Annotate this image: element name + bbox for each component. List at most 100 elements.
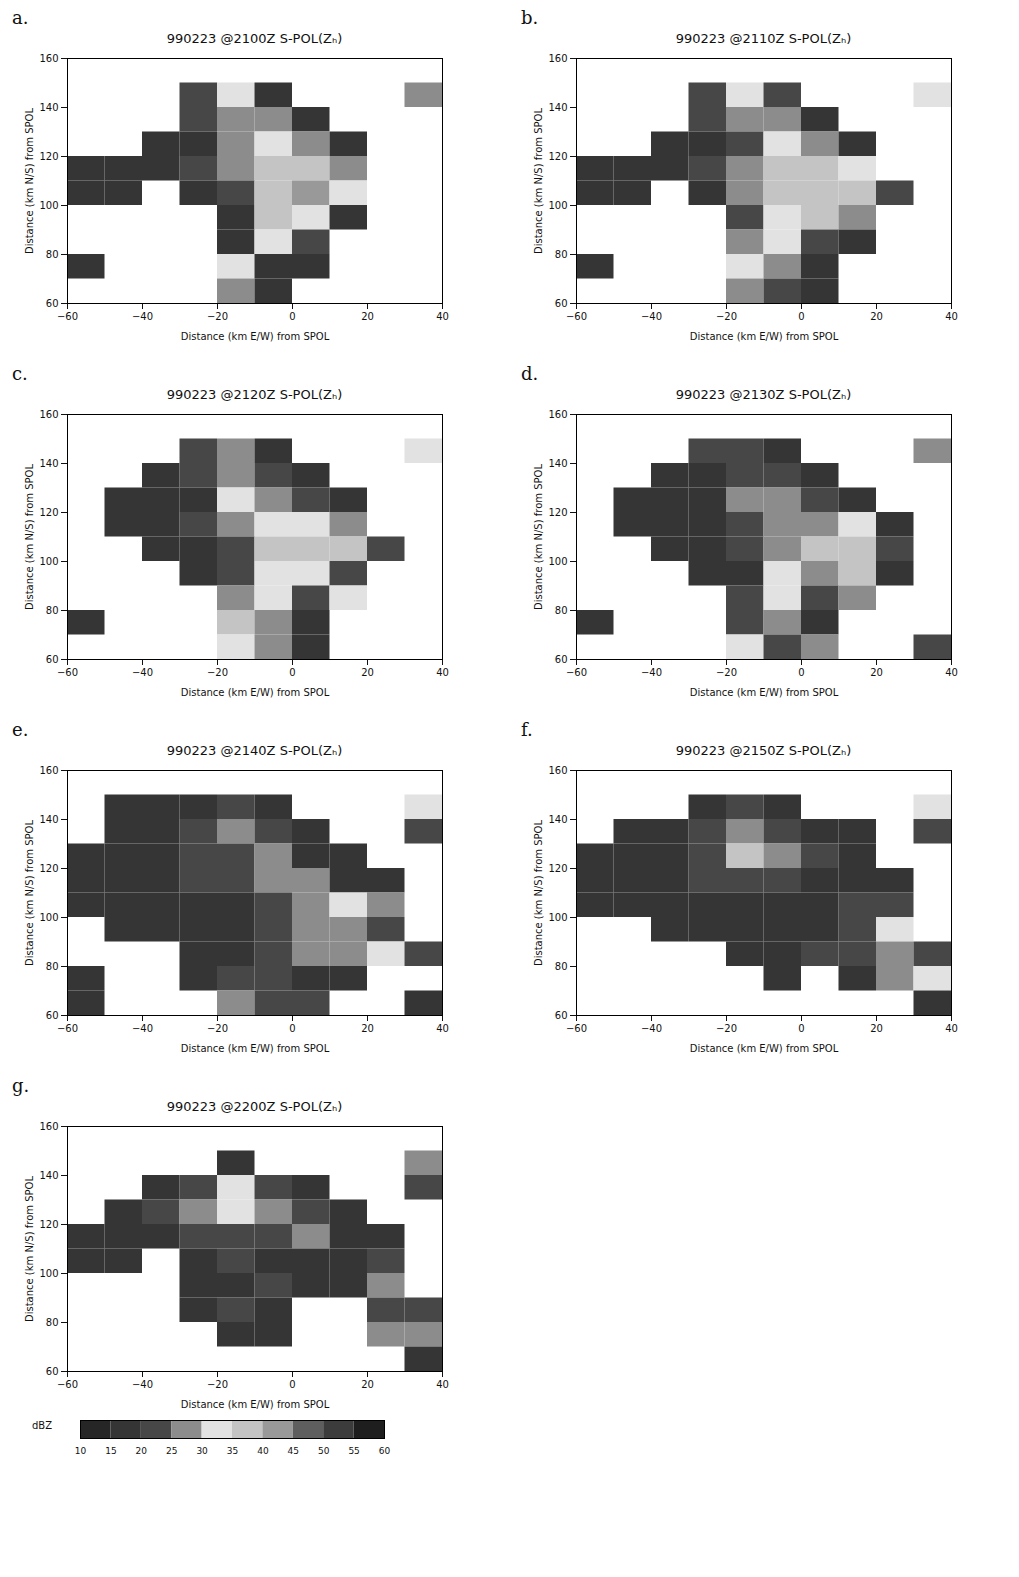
svg-text:−60: −60: [57, 1379, 78, 1390]
svg-text:60: 60: [379, 1446, 391, 1456]
svg-text:55: 55: [348, 1446, 359, 1456]
svg-text:40: 40: [945, 311, 958, 322]
svg-text:−40: −40: [132, 1379, 153, 1390]
svg-text:35: 35: [227, 1446, 238, 1456]
svg-text:Distance (km E/W) from SPOL: Distance (km E/W) from SPOL: [690, 1043, 839, 1054]
svg-text:50: 50: [318, 1446, 330, 1456]
svg-text:80: 80: [555, 961, 568, 972]
svg-text:−60: −60: [566, 667, 587, 678]
svg-text:Distance (km N/S) from SPOL: Distance (km N/S) from SPOL: [24, 464, 35, 610]
svg-text:20: 20: [361, 1379, 374, 1390]
svg-text:Distance (km N/S) from SPOL: Distance (km N/S) from SPOL: [24, 1176, 35, 1322]
svg-text:60: 60: [555, 654, 568, 665]
svg-text:140: 140: [548, 102, 567, 113]
svg-text:Distance (km N/S) from SPOL: Distance (km N/S) from SPOL: [24, 108, 35, 254]
svg-text:−20: −20: [716, 311, 737, 322]
svg-text:0: 0: [798, 667, 804, 678]
svg-text:60: 60: [46, 654, 59, 665]
svg-text:120: 120: [39, 151, 58, 162]
svg-text:140: 140: [39, 102, 58, 113]
svg-text:120: 120: [39, 507, 58, 518]
svg-text:20: 20: [136, 1446, 148, 1456]
svg-text:0: 0: [289, 1023, 295, 1034]
svg-text:80: 80: [555, 605, 568, 616]
svg-text:140: 140: [548, 814, 567, 825]
svg-text:80: 80: [46, 961, 59, 972]
svg-text:Distance (km E/W) from SPOL: Distance (km E/W) from SPOL: [690, 687, 839, 698]
svg-text:45: 45: [288, 1446, 299, 1456]
svg-text:0: 0: [289, 311, 295, 322]
svg-text:Distance (km E/W) from SPOL: Distance (km E/W) from SPOL: [690, 331, 839, 342]
svg-text:100: 100: [39, 1268, 58, 1279]
svg-text:60: 60: [555, 1010, 568, 1021]
svg-text:100: 100: [548, 200, 567, 211]
svg-text:160: 160: [39, 53, 58, 64]
svg-text:120: 120: [548, 151, 567, 162]
svg-text:−60: −60: [566, 311, 587, 322]
svg-text:20: 20: [870, 311, 883, 322]
svg-text:40: 40: [436, 1023, 449, 1034]
svg-text:Distance (km N/S) from SPOL: Distance (km N/S) from SPOL: [533, 108, 544, 254]
svg-text:160: 160: [39, 409, 58, 420]
svg-text:160: 160: [39, 765, 58, 776]
svg-text:−60: −60: [566, 1023, 587, 1034]
svg-text:140: 140: [39, 1170, 58, 1181]
svg-text:−60: −60: [57, 1023, 78, 1034]
svg-text:−60: −60: [57, 311, 78, 322]
svg-text:120: 120: [548, 863, 567, 874]
svg-text:Distance (km N/S) from SPOL: Distance (km N/S) from SPOL: [24, 820, 35, 966]
svg-text:30: 30: [196, 1446, 208, 1456]
svg-text:−40: −40: [641, 311, 662, 322]
svg-text:160: 160: [548, 53, 567, 64]
svg-text:40: 40: [257, 1446, 269, 1456]
svg-text:−20: −20: [207, 1379, 228, 1390]
svg-text:140: 140: [39, 458, 58, 469]
svg-text:−40: −40: [641, 667, 662, 678]
svg-text:160: 160: [39, 1121, 58, 1132]
svg-text:120: 120: [548, 507, 567, 518]
svg-text:−40: −40: [132, 667, 153, 678]
svg-text:140: 140: [548, 458, 567, 469]
svg-text:100: 100: [548, 556, 567, 567]
svg-text:Distance (km E/W) from SPOL: Distance (km E/W) from SPOL: [181, 1399, 330, 1410]
svg-text:160: 160: [548, 409, 567, 420]
svg-text:100: 100: [39, 556, 58, 567]
svg-text:40: 40: [436, 311, 449, 322]
svg-text:100: 100: [39, 200, 58, 211]
svg-text:Distance (km E/W) from SPOL: Distance (km E/W) from SPOL: [181, 331, 330, 342]
svg-text:0: 0: [289, 667, 295, 678]
svg-text:60: 60: [46, 1010, 59, 1021]
svg-text:−60: −60: [57, 667, 78, 678]
svg-text:−20: −20: [716, 1023, 737, 1034]
svg-text:160: 160: [548, 765, 567, 776]
svg-text:25: 25: [166, 1446, 177, 1456]
svg-text:80: 80: [46, 1317, 59, 1328]
svg-text:−20: −20: [207, 311, 228, 322]
svg-text:10: 10: [75, 1446, 87, 1456]
svg-text:20: 20: [361, 667, 374, 678]
svg-text:15: 15: [105, 1446, 116, 1456]
svg-text:Distance (km E/W) from SPOL: Distance (km E/W) from SPOL: [181, 687, 330, 698]
svg-text:60: 60: [46, 298, 59, 309]
svg-text:40: 40: [945, 1023, 958, 1034]
svg-text:80: 80: [555, 249, 568, 260]
svg-text:60: 60: [555, 298, 568, 309]
svg-text:Distance (km E/W) from SPOL: Distance (km E/W) from SPOL: [181, 1043, 330, 1054]
svg-text:40: 40: [436, 1379, 449, 1390]
svg-text:20: 20: [361, 311, 374, 322]
svg-text:60: 60: [46, 1366, 59, 1377]
svg-text:0: 0: [798, 311, 804, 322]
svg-text:100: 100: [39, 912, 58, 923]
svg-text:−20: −20: [207, 667, 228, 678]
svg-text:−20: −20: [207, 1023, 228, 1034]
svg-text:80: 80: [46, 605, 59, 616]
svg-text:20: 20: [870, 667, 883, 678]
svg-text:20: 20: [870, 1023, 883, 1034]
svg-text:−40: −40: [132, 311, 153, 322]
svg-text:80: 80: [46, 249, 59, 260]
svg-text:40: 40: [436, 667, 449, 678]
svg-text:0: 0: [289, 1379, 295, 1390]
svg-text:100: 100: [548, 912, 567, 923]
svg-text:Distance (km N/S) from SPOL: Distance (km N/S) from SPOL: [533, 820, 544, 966]
svg-text:120: 120: [39, 1219, 58, 1230]
